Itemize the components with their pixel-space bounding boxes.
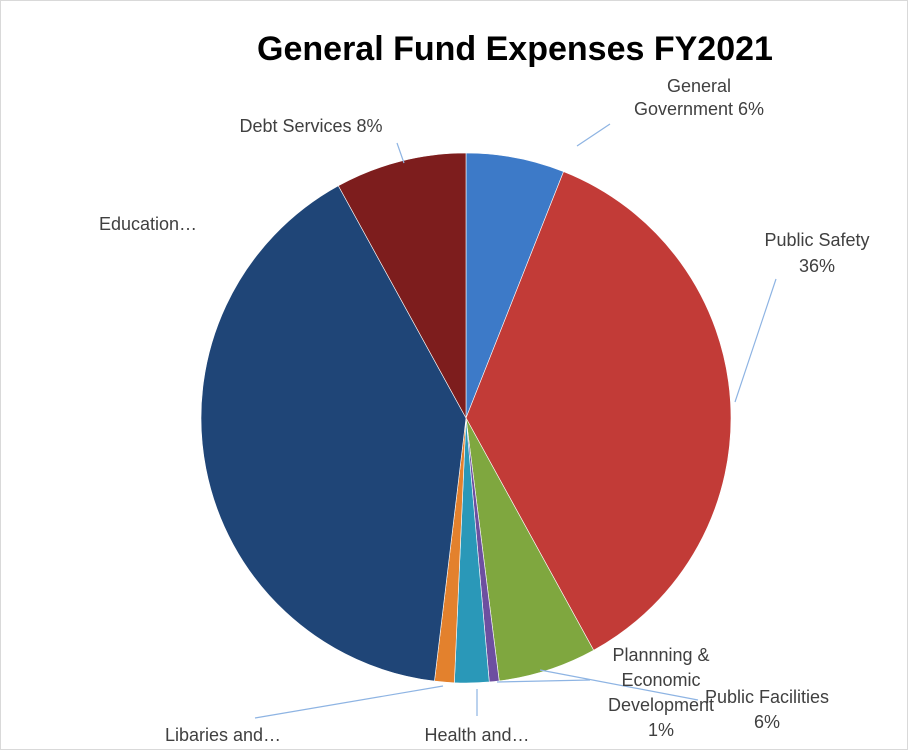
pie-slice-debt-services: [337, 152, 467, 419]
pie-slice-public-safety: [465, 171, 732, 651]
data-label-line: 1%: [648, 720, 674, 740]
slice-labels: General Government 6%Public Safety 36%Publ…: [99, 76, 870, 745]
data-label-line: Plannning &: [612, 645, 709, 665]
data-label-line: Libaries and…: [165, 725, 281, 745]
leader-line: [576, 123, 611, 147]
data-label: Public Facilities 6%: [705, 687, 829, 732]
leader-line: [254, 685, 444, 719]
leader-line: [734, 278, 777, 403]
leader-line: [539, 669, 699, 701]
data-label: Plannning & Economic Development 1%: [608, 645, 714, 740]
chart-title: General Fund Expenses FY2021: [257, 30, 773, 68]
data-label-line: Public Facilities: [705, 687, 829, 707]
data-label-line: Health and…: [424, 725, 529, 745]
data-label: Debt Services 8%: [239, 116, 382, 136]
data-label-line: Economic: [621, 670, 700, 690]
data-label-line: Public Safety: [764, 230, 869, 250]
data-label-line: General: [667, 76, 731, 96]
data-label: Health and…: [424, 725, 529, 745]
data-label: Public Safety 36%: [764, 230, 869, 276]
leader-lines: [254, 123, 777, 719]
data-label-line: Debt Services 8%: [239, 116, 382, 136]
leader-line: [496, 679, 591, 683]
data-label-line: Education…: [99, 214, 197, 234]
data-label-line: 36%: [799, 256, 835, 276]
data-label: Libaries and…: [165, 725, 281, 745]
pie-slices: [200, 152, 732, 684]
data-label-line: Development: [608, 695, 714, 715]
data-label-line: 6%: [754, 712, 780, 732]
leader-line: [396, 142, 405, 164]
pie-slice-education: [200, 185, 467, 682]
data-label: General Government 6%: [634, 76, 764, 119]
data-label-line: Government 6%: [634, 99, 764, 119]
data-label: Education…: [99, 214, 197, 234]
